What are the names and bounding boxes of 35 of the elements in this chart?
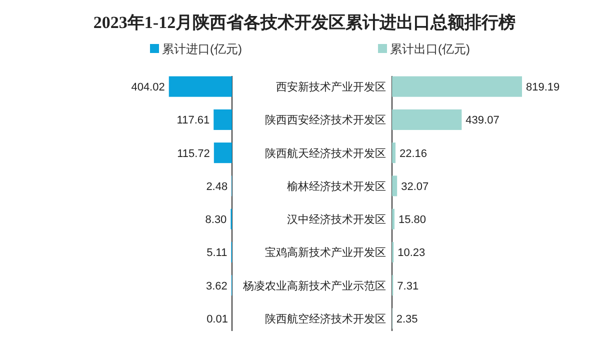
- text: 2023年1-12月陕西省各技术开发区累计进出口总额排行榜: [93, 13, 516, 32]
- data-label: 2.48: [206, 180, 228, 193]
- data-label: 819.19: [526, 82, 560, 94]
- bar: [392, 208, 395, 230]
- data-label: 15.80: [398, 214, 426, 226]
- data-label: 5.11: [206, 247, 228, 260]
- legend-label: 累计进口(亿元): [162, 42, 242, 56]
- bar: [392, 76, 522, 97]
- data-label: 7.31: [397, 280, 419, 292]
- bar: [168, 76, 232, 97]
- y-tick-label: 陕西航天经济技术开发区: [265, 146, 386, 160]
- data-label: 117.61: [176, 114, 210, 127]
- data-label: 2.35: [396, 313, 418, 326]
- bar: [214, 109, 232, 130]
- y-tick-label: 杨凌农业高新技术产业示范区: [242, 279, 386, 292]
- data-label: 3.62: [206, 280, 228, 292]
- data-label: 439.07: [466, 114, 500, 127]
- bar: [392, 142, 396, 164]
- y-tick-label: 陕西航空经济技术开发区: [265, 312, 386, 326]
- data-label: 404.02: [131, 82, 165, 94]
- data-label: 0.01: [206, 313, 228, 326]
- data-label: 10.23: [398, 247, 426, 260]
- data-label: 22.16: [400, 148, 428, 160]
- bar: [392, 109, 462, 130]
- y-tick-label: 榆林经济技术开发区: [287, 180, 386, 193]
- y-tick-label: 宝鸡高新技术产业开发区: [265, 246, 386, 260]
- y-tick-label: 陕西西安经济技术开发区: [265, 114, 386, 127]
- data-label: 8.30: [205, 214, 227, 226]
- data-label: 115.72: [177, 148, 210, 160]
- y-tick-label: 西安新技术产业开发区: [276, 80, 386, 94]
- y-tick-label: 汉中经济技术开发区: [287, 213, 386, 226]
- bar: [392, 176, 398, 196]
- legend-label: 累计出口(亿元): [390, 42, 470, 56]
- data-label: 32.07: [401, 180, 429, 193]
- bar: [214, 142, 232, 164]
